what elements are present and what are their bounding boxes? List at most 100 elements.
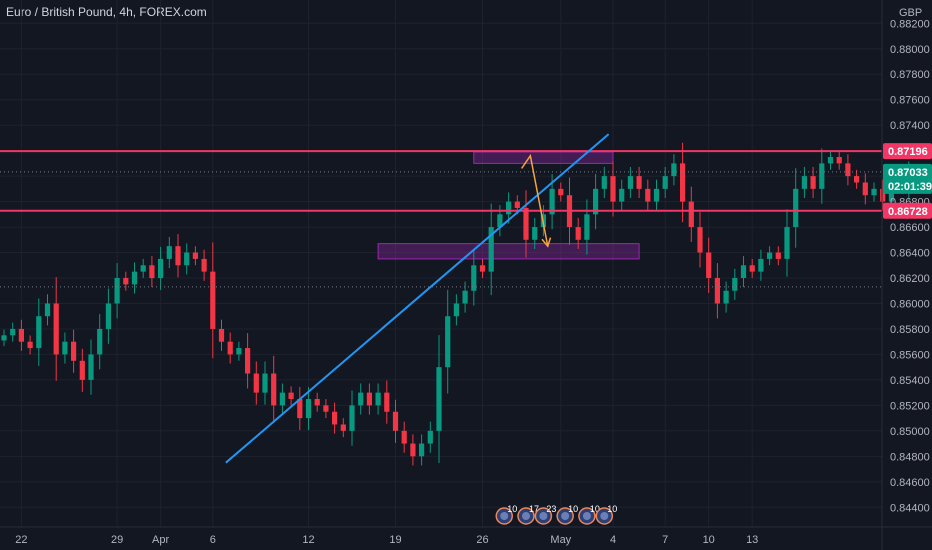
candle-body bbox=[218, 328, 225, 342]
chart-title: Euro / British Pound, 4h, FOREX.com bbox=[6, 5, 207, 19]
candle-body bbox=[767, 252, 773, 259]
candle-body bbox=[680, 163, 686, 202]
candle-body bbox=[714, 278, 720, 304]
candle-body bbox=[732, 278, 738, 291]
candle-body bbox=[523, 207, 529, 240]
candle-body bbox=[149, 265, 155, 279]
candle-body bbox=[36, 316, 42, 349]
price-tick-label: 0.84400 bbox=[890, 502, 930, 514]
event-marker[interactable]: 10 bbox=[578, 504, 600, 525]
candle-body bbox=[53, 303, 59, 355]
candle-body bbox=[836, 157, 842, 164]
price-tick-label: 0.84600 bbox=[890, 477, 930, 489]
candle-body bbox=[671, 163, 677, 177]
candle-body bbox=[653, 188, 660, 202]
candle-body bbox=[10, 328, 16, 336]
time-tick-label: 13 bbox=[746, 534, 758, 546]
candle-body bbox=[740, 265, 747, 279]
candle-body bbox=[114, 278, 120, 304]
event-marker[interactable]: 10 bbox=[556, 504, 578, 525]
candle-body bbox=[236, 348, 242, 355]
candle-body bbox=[436, 367, 442, 431]
candle-body bbox=[514, 201, 520, 208]
time-tick-label: May bbox=[550, 534, 571, 546]
zone-rectangle[interactable] bbox=[473, 151, 614, 164]
candle-body bbox=[627, 176, 633, 189]
levels[interactable] bbox=[0, 150, 882, 288]
candle-body bbox=[688, 201, 694, 228]
level-badge[interactable] bbox=[883, 143, 932, 160]
candle-body bbox=[201, 258, 207, 272]
time-tick-label: 7 bbox=[662, 534, 668, 546]
candle-body bbox=[297, 399, 303, 419]
projection-arrow-path[interactable] bbox=[521, 153, 549, 247]
event-flag-icon-inner bbox=[522, 512, 530, 520]
candle-body bbox=[210, 271, 216, 329]
price-tick-label: 0.88200 bbox=[890, 18, 930, 30]
candle-body bbox=[801, 176, 807, 189]
candle-body bbox=[175, 246, 181, 266]
candles bbox=[1, 142, 912, 466]
time-tick-label: 29 bbox=[111, 534, 123, 546]
event-count-label: 10 bbox=[507, 504, 517, 514]
event-marker[interactable]: 10 bbox=[595, 504, 617, 525]
zones[interactable] bbox=[377, 151, 640, 260]
candle-body bbox=[105, 303, 111, 329]
candle-body bbox=[314, 399, 320, 406]
candle-body bbox=[862, 182, 868, 196]
price-tick-label: 0.86600 bbox=[890, 222, 930, 234]
grid bbox=[0, 0, 882, 527]
candle-body bbox=[366, 392, 372, 406]
price-axis[interactable]: GBP 0.84400 0.84600 0.84800 0.85000 0.85200 0… bbox=[881, 0, 932, 550]
event-flag-icon-inner bbox=[600, 512, 609, 520]
event-marker[interactable]: 17 bbox=[517, 504, 539, 525]
trendline[interactable] bbox=[225, 133, 610, 464]
candle-body bbox=[427, 430, 433, 444]
candle-body bbox=[227, 341, 233, 355]
candle-body bbox=[558, 188, 564, 196]
candle-body bbox=[479, 265, 486, 272]
drawings[interactable] bbox=[225, 133, 610, 464]
candle-body bbox=[123, 278, 129, 285]
candle-body bbox=[1, 335, 7, 341]
time-tick-label: 12 bbox=[302, 534, 314, 546]
price-tick-label: 0.87400 bbox=[890, 120, 930, 132]
event-markers[interactable]: 10 17 23 10 10 10 bbox=[495, 504, 617, 525]
candle-body bbox=[131, 271, 138, 285]
event-marker[interactable]: 10 bbox=[495, 504, 517, 525]
candle-body bbox=[645, 188, 651, 202]
candle-body bbox=[845, 163, 851, 177]
candle-body bbox=[18, 328, 24, 342]
candle-body bbox=[401, 430, 407, 444]
candle-body bbox=[245, 348, 251, 374]
candle-body bbox=[601, 176, 607, 189]
candle-body bbox=[697, 227, 703, 253]
candle-body bbox=[166, 246, 172, 259]
candle-body bbox=[488, 227, 494, 272]
candle-body bbox=[184, 252, 190, 266]
last-price-badge[interactable] bbox=[883, 163, 932, 194]
candle-body bbox=[497, 214, 503, 228]
candle-body bbox=[549, 188, 555, 215]
level-badge-label: 0.87196 bbox=[888, 146, 928, 158]
candle-body bbox=[62, 341, 68, 355]
time-tick-label: 4 bbox=[610, 534, 616, 546]
candle-body bbox=[462, 290, 468, 304]
price-tick-label: 0.86400 bbox=[890, 248, 930, 260]
event-marker[interactable]: 23 bbox=[534, 504, 556, 525]
candle-body bbox=[340, 424, 346, 431]
candle-body bbox=[871, 188, 877, 196]
level-badge[interactable] bbox=[883, 202, 932, 219]
time-tick-label: Apr bbox=[152, 534, 169, 546]
time-axis[interactable]: 22 29 Apr 6 12 19 26 May 4 7 10 13 bbox=[0, 526, 932, 546]
candle-body bbox=[253, 373, 259, 393]
candle-body bbox=[27, 341, 33, 349]
candle-body bbox=[880, 188, 886, 202]
candle-body bbox=[332, 411, 338, 425]
candle-body bbox=[619, 188, 625, 202]
candle-body bbox=[793, 188, 799, 228]
event-flag-icon-inner bbox=[500, 512, 509, 520]
zone-rectangle[interactable] bbox=[377, 243, 640, 260]
last-price-label: 0.87033 bbox=[888, 167, 928, 179]
